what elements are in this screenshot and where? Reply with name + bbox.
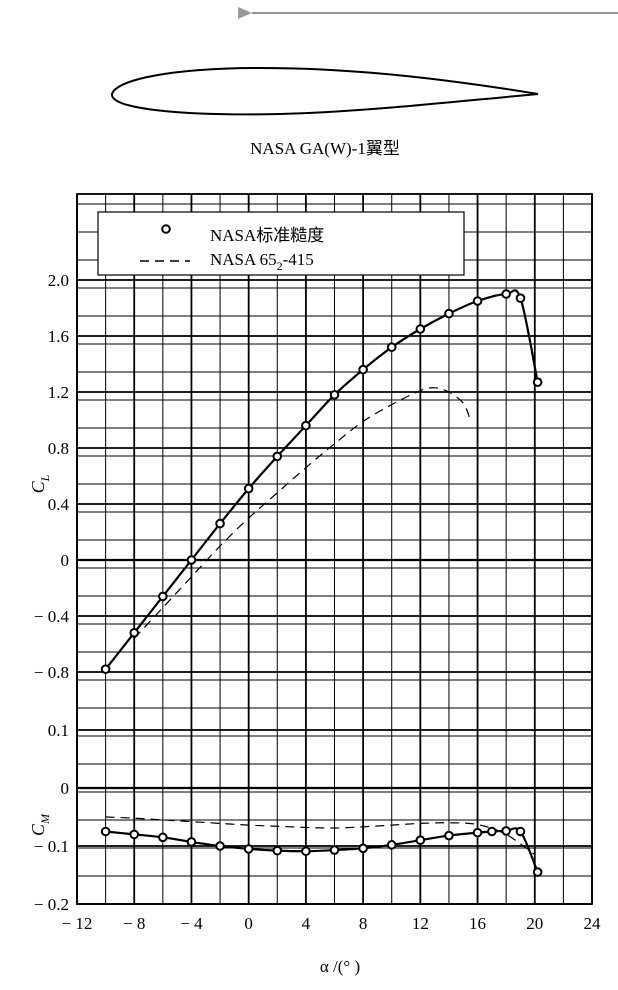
cm-data-point	[186, 837, 197, 847]
legend-label-naca-tail: -415	[283, 250, 314, 269]
cm-axis-label-sub: M	[38, 813, 52, 825]
cl-data-point	[186, 555, 197, 565]
x-tick-label: 20	[526, 914, 543, 933]
cl-data-point	[158, 591, 168, 602]
cm-tick-label: 0	[61, 779, 70, 798]
cl-data-point	[129, 628, 140, 638]
legend-label-roughness: NASA标准糙度	[210, 226, 324, 245]
cl-tick-label: 0	[61, 551, 70, 570]
x-tick-label: 12	[412, 914, 429, 933]
cl-dashed-line	[133, 387, 471, 639]
cl-data-point	[272, 451, 283, 462]
cm-data-point	[243, 844, 254, 854]
cl-data-point	[472, 296, 483, 306]
tick-labels: − 0.8 − 0.4 0 0.4 0.8 1.2 1.6 2.0 − 0.2 − 0.1 0 0.1…	[34, 271, 601, 933]
plot-frame	[76, 193, 593, 905]
cl-axis-label-main: C	[28, 480, 48, 493]
cl-data-point	[501, 289, 511, 299]
legend-label-naca-sub: 2	[277, 259, 283, 273]
cm-data-point	[386, 840, 397, 850]
x-axis-label: α /(° )	[320, 957, 360, 976]
cm-axis-label-main: C	[28, 823, 48, 836]
cl-data-point	[329, 390, 340, 400]
cm-data-point	[158, 832, 168, 843]
cm-tick-label: − 0.2	[34, 895, 69, 914]
cm-data-point	[472, 827, 483, 838]
cl-tick-label: − 0.8	[34, 663, 69, 682]
cm-data-point	[272, 845, 283, 856]
legend-label-naca-main: NASA 65	[210, 250, 277, 269]
legend-box	[97, 211, 465, 276]
cm-data-point	[100, 826, 111, 837]
x-tick-label: 16	[469, 914, 486, 933]
cm-data-point	[415, 835, 426, 846]
cl-axis-label: CL	[28, 474, 52, 493]
x-tick-label: − 12	[62, 914, 93, 933]
cl-solid-line	[104, 289, 539, 670]
cm-data-point	[532, 867, 543, 877]
x-tick-label: 8	[359, 914, 368, 933]
x-tick-label: − 8	[123, 914, 145, 933]
cl-axis-label-sub: L	[38, 474, 52, 482]
cl-data-point	[415, 324, 426, 334]
cl-data-point	[358, 364, 368, 375]
cm-tick-label: 0.1	[48, 721, 69, 740]
cm-data-point	[215, 841, 225, 851]
cl-tick-label: − 0.4	[34, 607, 70, 626]
cl-tick-label: 1.6	[48, 327, 69, 346]
cm-data-point	[515, 826, 526, 837]
cl-data-point	[386, 342, 397, 353]
cl-data-point	[215, 518, 225, 529]
data-series	[100, 289, 543, 877]
cm-data-point	[329, 845, 340, 855]
cm-tick-label: − 0.1	[34, 837, 69, 856]
airfoil-shape	[111, 66, 539, 116]
cl-data-point	[301, 420, 311, 431]
header-rule	[238, 7, 618, 19]
cm-data-point	[358, 843, 368, 854]
cl-tick-label: 2.0	[48, 271, 69, 290]
cl-data-point	[243, 483, 254, 494]
x-tick-label: 24	[584, 914, 602, 933]
x-tick-label: 0	[244, 914, 253, 933]
chart-grid	[76, 193, 593, 905]
cm-data-point	[487, 826, 497, 837]
x-tick-label: − 4	[180, 914, 203, 933]
cl-data-point	[515, 293, 526, 304]
x-tick-label: 4	[302, 914, 311, 933]
legend-label-naca: NASA 652-415	[210, 250, 314, 273]
cm-data-point	[444, 830, 454, 841]
cm-solid-line	[105, 827, 539, 873]
cm-data-point	[501, 826, 511, 836]
cm-data-point	[301, 846, 311, 857]
legend: NASA标准糙度 NASA 652-415	[97, 211, 465, 276]
cl-tick-label: 1.2	[48, 383, 69, 402]
cl-data-point	[444, 308, 454, 319]
legend-marker-circle	[161, 224, 171, 234]
cm-dashed-line	[105, 816, 536, 856]
cm-axis-label: CM	[28, 813, 52, 836]
cl-data-point	[532, 377, 543, 388]
cm-data-point	[129, 829, 140, 840]
airfoil-caption: NASA GA(W)-1翼型	[250, 139, 400, 158]
cl-tick-label: 0.4	[48, 495, 70, 514]
cl-data-point	[100, 664, 111, 675]
cl-tick-label: 0.8	[48, 439, 69, 458]
